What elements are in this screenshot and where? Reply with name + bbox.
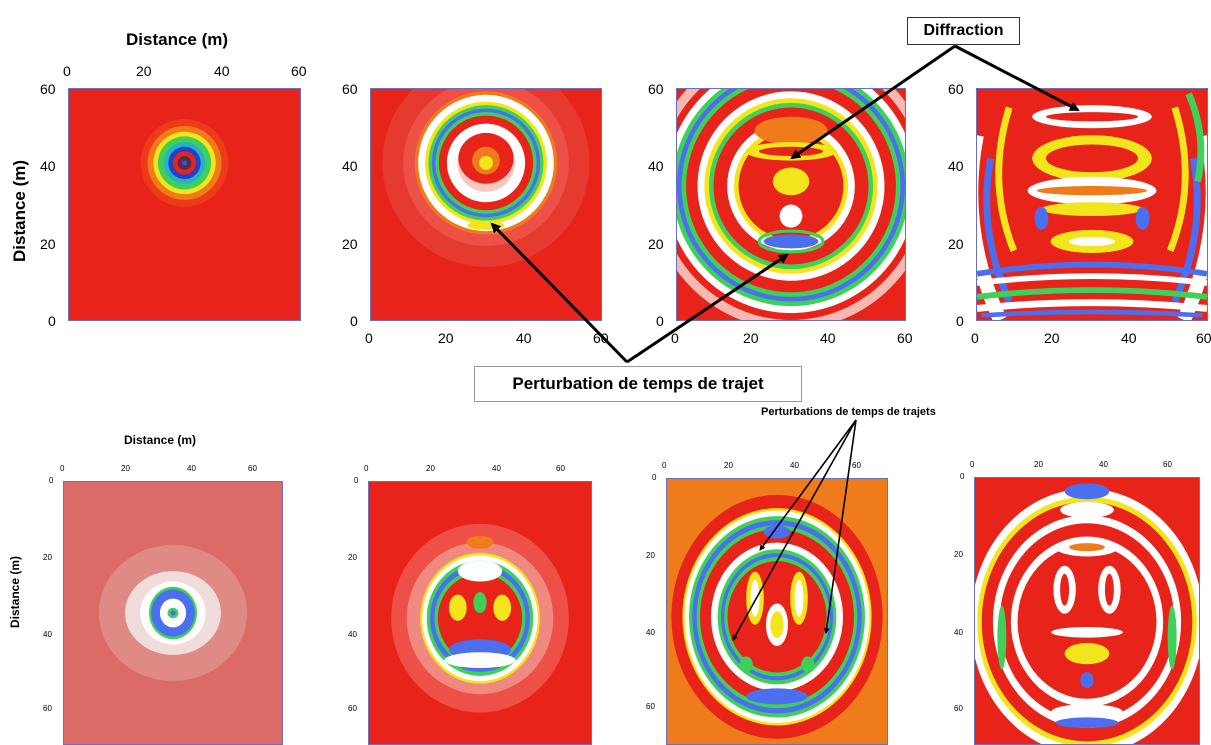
top1-y-tick-40: 40 (40, 158, 56, 174)
top4-x-tick-20: 20 (1044, 330, 1060, 346)
top2-x-tick-40: 40 (516, 330, 532, 346)
top-panel-4 (976, 88, 1208, 321)
bottom-panel-2 (368, 481, 592, 745)
bot1-x-tick-40: 40 (187, 464, 196, 473)
bot3-y-tick-60: 60 (646, 702, 655, 711)
bot2-x-tick-20: 20 (426, 464, 435, 473)
top-panel-3 (676, 88, 906, 321)
top3-y-tick-0: 0 (656, 313, 664, 329)
diffraction-callout: Diffraction (907, 17, 1020, 45)
bot4-y-tick-20: 20 (954, 550, 963, 559)
bottom-panel-3 (666, 478, 888, 745)
top4-x-tick-60: 60 (1196, 330, 1211, 346)
bot4-x-tick-40: 40 (1099, 460, 1108, 469)
top1-x-tick-0: 0 (63, 63, 71, 79)
top2-x-tick-0: 0 (365, 330, 373, 346)
bot1-y-tick-60: 60 (43, 704, 52, 713)
bot2-y-tick-60: 60 (348, 704, 357, 713)
bot3-x-tick-0: 0 (662, 461, 667, 470)
top3-x-tick-40: 40 (820, 330, 836, 346)
bot3-y-tick-40: 40 (646, 628, 655, 637)
top4-y-tick-60: 60 (948, 81, 964, 97)
bot2-y-tick-0: 0 (354, 476, 359, 485)
bot3-x-tick-40: 40 (790, 461, 799, 470)
top4-y-tick-40: 40 (948, 158, 964, 174)
top-panel-2 (370, 88, 602, 321)
bot1-x-tick-20: 20 (121, 464, 130, 473)
top2-x-tick-20: 20 (438, 330, 454, 346)
top1-x-tick-40: 40 (214, 63, 230, 79)
bot3-x-tick-60: 60 (852, 461, 861, 470)
perturbations-plural-label: Perturbations de temps de trajets (761, 406, 936, 418)
bottom-panel-4 (974, 477, 1200, 745)
top3-y-tick-40: 40 (648, 158, 664, 174)
bot4-y-tick-60: 60 (954, 704, 963, 713)
top2-y-tick-0: 0 (350, 313, 358, 329)
top1-y-tick-60: 60 (40, 81, 56, 97)
top1-y-tick-0: 0 (48, 313, 56, 329)
bot3-y-tick-0: 0 (652, 473, 657, 482)
bot4-x-tick-20: 20 (1034, 460, 1043, 469)
top3-y-tick-20: 20 (648, 236, 664, 252)
bot4-x-tick-60: 60 (1163, 460, 1172, 469)
top3-y-tick-60: 60 (648, 81, 664, 97)
top-panel-1 (68, 88, 301, 321)
top3-x-tick-0: 0 (671, 330, 679, 346)
bot2-x-tick-40: 40 (492, 464, 501, 473)
bot1-x-tick-0: 0 (60, 464, 65, 473)
bottom-y-axis-title: Distance (m) (8, 555, 22, 628)
bot1-x-tick-60: 60 (248, 464, 257, 473)
top4-y-tick-20: 20 (948, 236, 964, 252)
bot1-y-tick-40: 40 (43, 630, 52, 639)
top1-x-tick-20: 20 (136, 63, 152, 79)
top2-y-tick-20: 20 (342, 236, 358, 252)
perturbation-callout: Perturbation de temps de trajet (474, 366, 802, 402)
top1-x-tick-60: 60 (291, 63, 307, 79)
bot4-y-tick-0: 0 (960, 472, 965, 481)
top2-y-tick-40: 40 (342, 158, 358, 174)
bot4-x-tick-0: 0 (970, 460, 975, 469)
bot2-y-tick-20: 20 (348, 553, 357, 562)
bottom-x-axis-title: Distance (m) (124, 433, 197, 447)
top2-y-tick-60: 60 (342, 81, 358, 97)
top3-x-tick-20: 20 (743, 330, 759, 346)
top-x-axis-title: Distance (m) (126, 30, 229, 49)
top2-x-tick-60: 60 (593, 330, 609, 346)
top4-y-tick-0: 0 (956, 313, 964, 329)
top4-x-tick-40: 40 (1121, 330, 1137, 346)
top1-y-tick-20: 20 (40, 236, 56, 252)
top4-x-tick-0: 0 (971, 330, 979, 346)
bot1-y-tick-20: 20 (43, 553, 52, 562)
bot2-y-tick-40: 40 (348, 630, 357, 639)
top3-x-tick-60: 60 (897, 330, 913, 346)
bot3-x-tick-20: 20 (724, 461, 733, 470)
bot1-y-tick-0: 0 (49, 476, 54, 485)
bottom-panel-1 (63, 481, 283, 745)
bot4-y-tick-40: 40 (954, 628, 963, 637)
bot3-y-tick-20: 20 (646, 551, 655, 560)
top-y-axis-title: Distance (m) (10, 159, 29, 262)
bot2-x-tick-60: 60 (556, 464, 565, 473)
bot2-x-tick-0: 0 (364, 464, 369, 473)
